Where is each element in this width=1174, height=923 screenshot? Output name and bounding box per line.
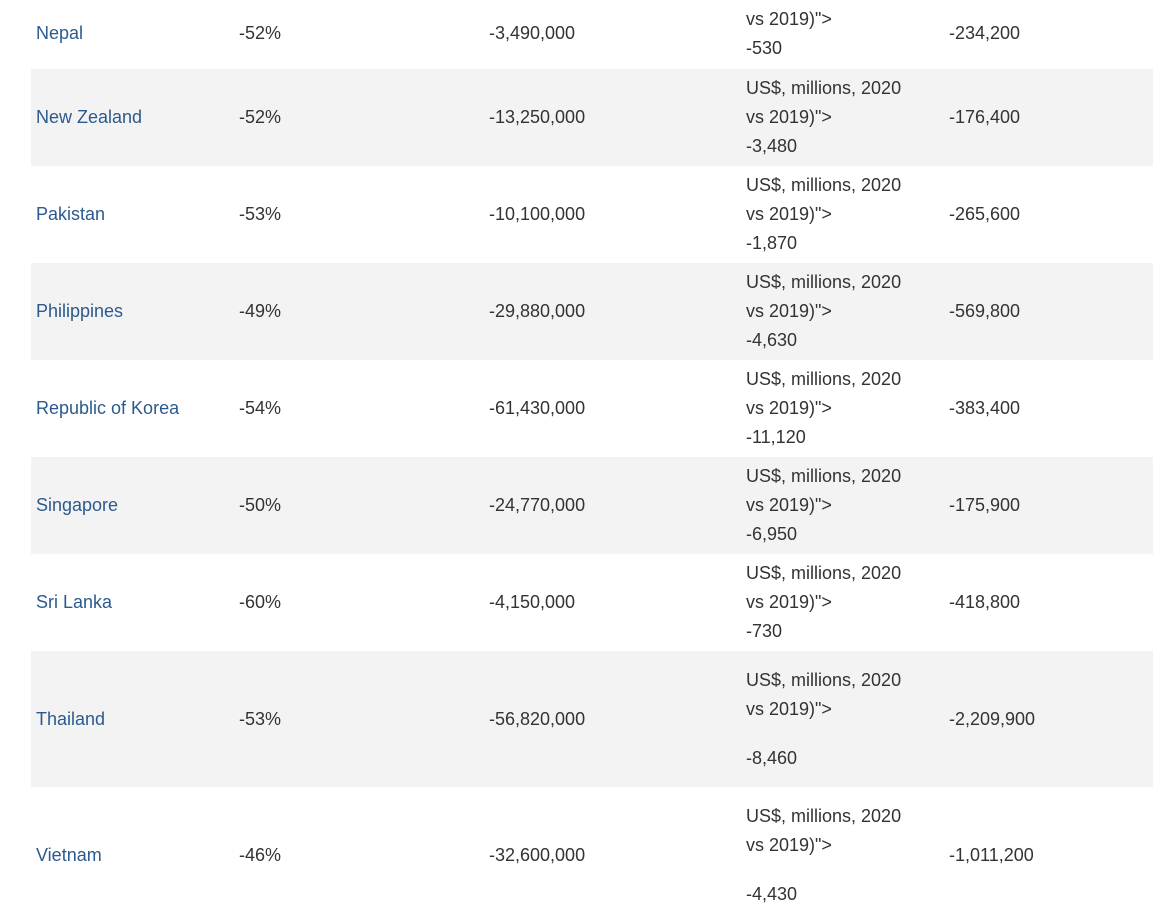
receipts-note: vs 2019)"> <box>746 107 832 127</box>
receipts-note: US$, millions, 2020 <box>746 369 902 389</box>
arrivals-change-cell: -10,100,000 <box>484 166 741 263</box>
receipts-note: vs 2019)"> <box>746 398 832 418</box>
arrivals-change-pct-cell: -46% <box>234 787 484 923</box>
arrivals-change-pct-cell: -50% <box>234 457 484 554</box>
jobs-change-cell: -176,400 <box>944 69 1153 166</box>
table-row: Philippines -49% -29,880,000 US$, millio… <box>31 263 1153 360</box>
table-row: Thailand -53% -56,820,000 US$, millions,… <box>31 651 1153 787</box>
receipts-note: US$, millions, 2020 <box>746 669 902 690</box>
receipts-note: vs 2019)"> <box>746 8 832 29</box>
country-link[interactable]: Pakistan <box>36 204 106 224</box>
table-row: New Zealand -52% -13,250,000 US$, millio… <box>31 69 1153 166</box>
jobs-change-cell: -2,209,900 <box>944 651 1153 787</box>
country-link[interactable]: Philippines <box>36 301 124 321</box>
receipts-note: vs 2019)"> <box>746 698 832 719</box>
receipts-note: US$, millions, 2020 <box>746 805 902 826</box>
receipts-spacer <box>746 724 944 744</box>
receipts-note: US$, millions, 2020 <box>746 466 902 486</box>
jobs-change-cell: -569,800 <box>944 263 1153 360</box>
jobs-change-cell: -265,600 <box>944 166 1153 263</box>
receipts-note: vs 2019)"> <box>746 592 832 612</box>
receipts-cell: US$, millions, 2020 vs 2019)"> -6,950 <box>741 457 944 554</box>
receipts-cell: US$, millions, 2020 vs 2019)"> -8,460 <box>741 651 944 787</box>
receipts-value: -8,460 <box>746 747 798 768</box>
arrivals-change-cell: -32,600,000 <box>484 787 741 923</box>
country-link[interactable]: Nepal <box>36 23 84 43</box>
receipts-cell: US$, millions, 2020 vs 2019)"> -4,430 <box>741 787 944 923</box>
jobs-change-cell: -175,900 <box>944 457 1153 554</box>
arrivals-change-pct-cell: -60% <box>234 554 484 651</box>
arrivals-change-pct-cell: -52% <box>234 0 484 69</box>
receipts-note: US$, millions, 2020 <box>746 272 902 292</box>
receipts-note: US$, millions, 2020 <box>746 563 902 583</box>
arrivals-change-pct-cell: -53% <box>234 651 484 787</box>
table-row: Sri Lanka -60% -4,150,000 US$, millions,… <box>31 554 1153 651</box>
receipts-note: US$, millions, 2020 <box>746 78 902 98</box>
country-link[interactable]: Republic of Korea <box>36 398 180 418</box>
arrivals-change-pct-cell: -49% <box>234 263 484 360</box>
tourism-impact-table: Nepal -52% -3,490,000 vs 2019)"> -530 -2… <box>31 0 1153 923</box>
receipts-cell: US$, millions, 2020 vs 2019)"> -730 <box>741 554 944 651</box>
arrivals-change-cell: -13,250,000 <box>484 69 741 166</box>
receipts-note: vs 2019)"> <box>746 834 832 855</box>
receipts-value: -4,630 <box>746 330 798 350</box>
country-cell: Nepal <box>31 0 234 69</box>
arrivals-change-cell: -4,150,000 <box>484 554 741 651</box>
jobs-change-cell: -1,011,200 <box>944 787 1153 923</box>
receipts-value: -11,120 <box>746 427 806 447</box>
jobs-change-cell: -418,800 <box>944 554 1153 651</box>
receipts-note: vs 2019)"> <box>746 204 832 224</box>
receipts-note: US$, millions, 2020 <box>746 175 902 195</box>
table-row: Republic of Korea -54% -61,430,000 US$, … <box>31 360 1153 457</box>
country-cell: Singapore <box>31 457 234 554</box>
table-row: Nepal -52% -3,490,000 vs 2019)"> -530 -2… <box>31 0 1153 69</box>
receipts-cell: vs 2019)"> -530 <box>741 0 944 69</box>
jobs-change-cell: -234,200 <box>944 0 1153 69</box>
country-cell: Vietnam <box>31 787 234 923</box>
receipts-value: -4,430 <box>746 883 798 904</box>
arrivals-change-pct-cell: -53% <box>234 166 484 263</box>
arrivals-change-pct-cell: -54% <box>234 360 484 457</box>
country-cell: Republic of Korea <box>31 360 234 457</box>
country-cell: New Zealand <box>31 69 234 166</box>
country-cell: Philippines <box>31 263 234 360</box>
country-cell: Sri Lanka <box>31 554 234 651</box>
jobs-change-cell: -383,400 <box>944 360 1153 457</box>
receipts-value: -730 <box>746 621 783 641</box>
arrivals-change-pct-cell: -52% <box>234 69 484 166</box>
country-link[interactable]: Singapore <box>36 495 119 515</box>
receipts-note: vs 2019)"> <box>746 301 832 321</box>
country-link[interactable]: Thailand <box>36 708 106 729</box>
country-link[interactable]: Sri Lanka <box>36 592 113 612</box>
country-link[interactable]: Vietnam <box>36 844 102 865</box>
receipts-value: -3,480 <box>746 136 798 156</box>
table-row: Pakistan -53% -10,100,000 US$, millions,… <box>31 166 1153 263</box>
receipts-cell: US$, millions, 2020 vs 2019)"> -4,630 <box>741 263 944 360</box>
arrivals-change-cell: -24,770,000 <box>484 457 741 554</box>
arrivals-change-cell: -61,430,000 <box>484 360 741 457</box>
receipts-value: -6,950 <box>746 524 798 544</box>
receipts-cell: US$, millions, 2020 vs 2019)"> -1,870 <box>741 166 944 263</box>
receipts-spacer <box>746 860 944 880</box>
country-cell: Thailand <box>31 651 234 787</box>
table-row: Vietnam -46% -32,600,000 US$, millions, … <box>31 787 1153 923</box>
country-link[interactable]: New Zealand <box>36 107 143 127</box>
receipts-cell: US$, millions, 2020 vs 2019)"> -3,480 <box>741 69 944 166</box>
country-cell: Pakistan <box>31 166 234 263</box>
table-row: Singapore -50% -24,770,000 US$, millions… <box>31 457 1153 554</box>
arrivals-change-cell: -56,820,000 <box>484 651 741 787</box>
receipts-cell: US$, millions, 2020 vs 2019)"> -11,120 <box>741 360 944 457</box>
receipts-value: -1,870 <box>746 233 798 253</box>
arrivals-change-cell: -29,880,000 <box>484 263 741 360</box>
arrivals-change-cell: -3,490,000 <box>484 0 741 69</box>
receipts-note: vs 2019)"> <box>746 495 832 515</box>
data-table-container: Nepal -52% -3,490,000 vs 2019)"> -530 -2… <box>31 0 1153 923</box>
receipts-value: -530 <box>746 37 783 58</box>
